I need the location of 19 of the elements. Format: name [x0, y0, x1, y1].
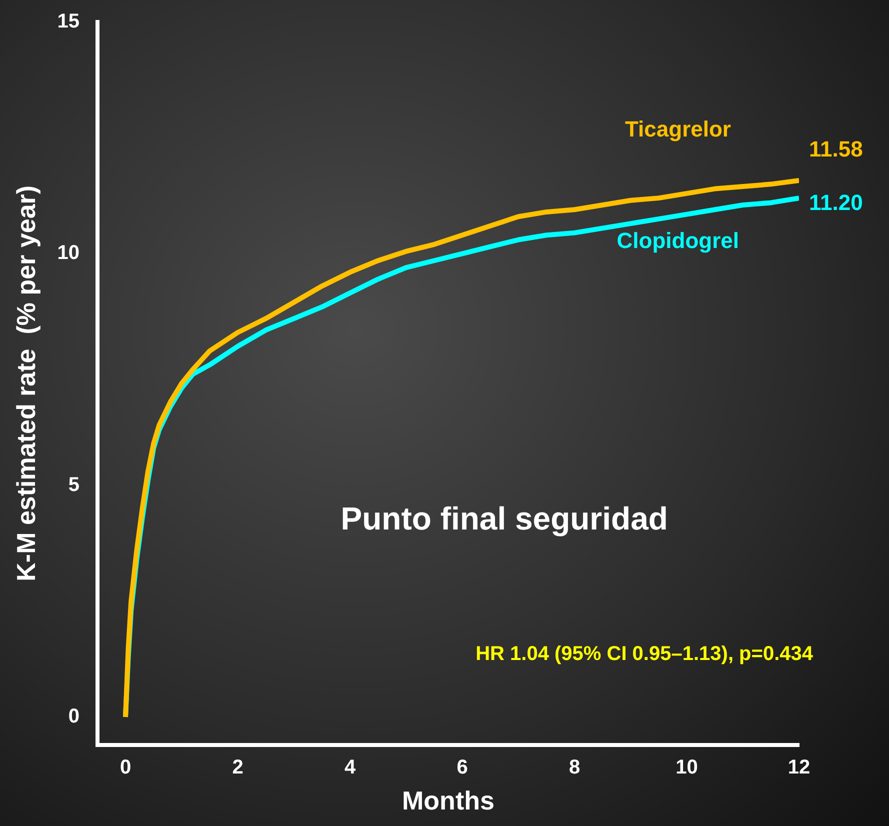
annotation: Punto final seguridad — [340, 500, 668, 537]
series-label: Clopidogrel — [616, 228, 739, 254]
x-tick-label: 2 — [232, 756, 244, 778]
x-tick-label: 4 — [344, 756, 356, 778]
text: Ticagrelor — [625, 116, 732, 142]
x-tick-label: 10 — [676, 756, 698, 778]
x-tick-label: 12 — [788, 756, 810, 778]
y-tick-label: 0 — [68, 706, 80, 728]
y-tick-label: 15 — [57, 10, 80, 33]
y-tick-label: 10 — [57, 242, 80, 264]
annotation: HR 1.04 (95% CI 0.95–1.13), p=0.434 — [476, 642, 814, 665]
data-label: 11.58 — [809, 136, 863, 162]
y-tick-label: 5 — [68, 474, 80, 496]
y-axis-title: K-M estimated rate (% per year) — [10, 185, 41, 582]
x-tick-label: 6 — [456, 756, 468, 778]
data-label: 11.20 — [809, 190, 863, 216]
x-tick-label: 8 — [568, 756, 580, 778]
x-tick-label: 0 — [120, 756, 132, 778]
x-axis-title: Months — [402, 786, 494, 816]
